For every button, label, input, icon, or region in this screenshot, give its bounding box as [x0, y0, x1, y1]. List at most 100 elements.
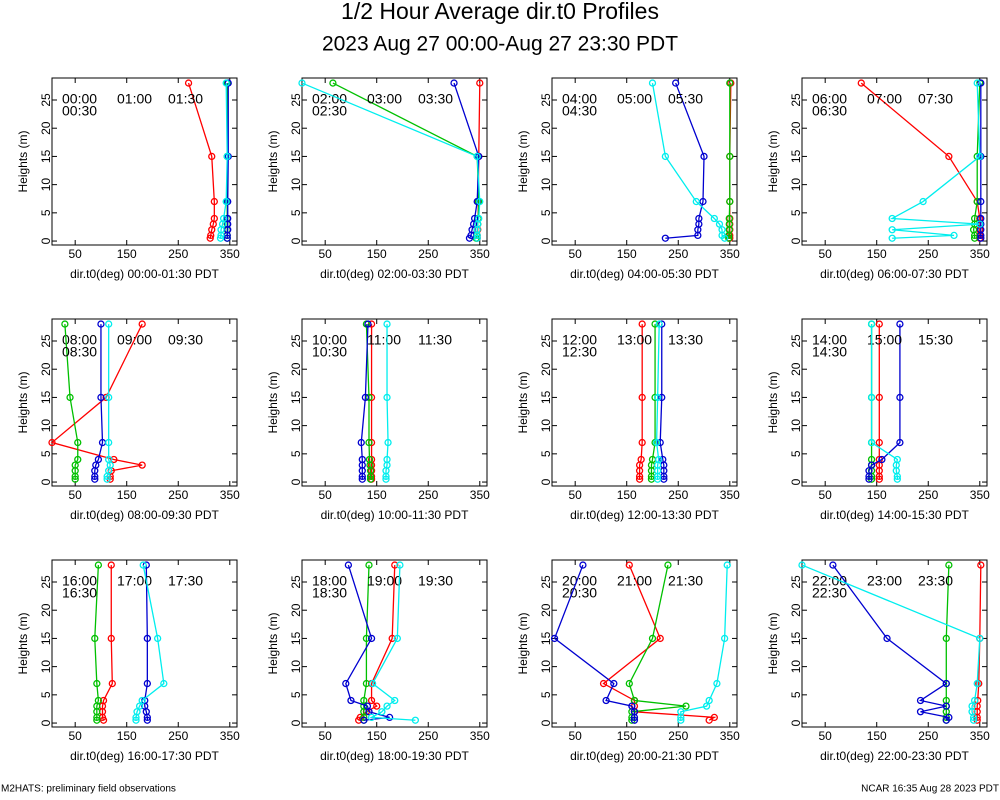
point	[476, 197, 484, 206]
point	[105, 320, 113, 328]
point	[94, 696, 103, 705]
x-tick-label: 50	[69, 729, 83, 743]
point	[388, 634, 396, 643]
point	[393, 634, 401, 643]
point	[133, 708, 141, 716]
profile-line	[868, 324, 901, 480]
legend-entry: 18:00	[312, 573, 347, 589]
y-tick-label: 0	[289, 478, 303, 485]
plot-frame	[551, 318, 738, 487]
x-axis-label: dir.t0(deg) 08:00-09:30 PDT	[70, 508, 219, 522]
y-axis-label: Heights (m)	[516, 612, 530, 674]
y-tick-label: 5	[39, 209, 53, 216]
x-axis-label: dir.t0(deg) 10:00-11:30 PDT	[321, 508, 470, 522]
point	[382, 475, 390, 483]
profile-line	[553, 564, 636, 721]
panel: 50 150 250 350 0 5 10 15 20 25 dir.t0(deg) 00:00-0…	[16, 77, 240, 281]
point	[718, 226, 726, 234]
point	[298, 79, 306, 87]
y-axis-label: Heights (m)	[766, 130, 780, 192]
x-tick-label: 50	[319, 247, 333, 261]
point	[896, 393, 904, 402]
point	[656, 634, 664, 643]
point	[143, 634, 151, 643]
x-tick-label: 250	[668, 247, 688, 261]
legend-entry: 10:30	[312, 344, 347, 360]
point	[705, 696, 713, 705]
x-tick-label: 150	[367, 247, 387, 261]
x-tick-label: 250	[168, 488, 188, 502]
legend-entry: 06:30	[812, 103, 847, 119]
point	[628, 702, 636, 710]
y-tick-label: 10	[39, 660, 53, 674]
x-tick-label: 150	[867, 247, 887, 261]
point	[883, 634, 891, 643]
y-tick-label: 20	[789, 603, 803, 617]
legend-entry: 14:00	[812, 332, 847, 348]
point	[360, 696, 368, 705]
legend-entry: 03:30	[418, 91, 453, 107]
y-tick-label: 20	[539, 362, 553, 376]
y-axis-label: Heights (m)	[16, 371, 30, 433]
x-tick-label: 150	[117, 729, 137, 743]
point	[726, 152, 734, 161]
point	[470, 214, 479, 223]
legend-entry: 12:30	[562, 344, 597, 360]
y-axis-label: Heights (m)	[266, 612, 280, 674]
x-axis-label: dir.t0(deg) 04:00-05:30 PDT	[570, 267, 719, 281]
point	[184, 79, 193, 87]
y-tick-label: 25	[789, 334, 803, 348]
point	[206, 234, 214, 242]
y-axis-label: Heights (m)	[16, 130, 30, 192]
legend-entry: 19:30	[418, 573, 453, 589]
y-tick-label: 25	[289, 93, 303, 107]
y-tick-label: 25	[39, 334, 53, 348]
y-tick-label: 10	[39, 178, 53, 192]
x-axis-label: dir.t0(deg) 02:00-03:30 PDT	[320, 267, 469, 281]
point	[637, 455, 645, 464]
point	[710, 713, 718, 722]
point	[867, 393, 876, 402]
point	[367, 634, 376, 643]
point	[625, 561, 633, 569]
point	[365, 561, 373, 569]
point	[107, 634, 115, 643]
point	[105, 393, 113, 402]
plot-frame	[51, 318, 238, 487]
point	[139, 561, 147, 569]
plot-frame	[801, 77, 988, 246]
chart-subtitle: 2023 Aug 27 00:00-Aug 27 23:30 PDT	[322, 33, 678, 56]
y-tick-label: 10	[789, 178, 803, 192]
point	[973, 79, 981, 87]
panel: 50 150 250 350 0 5 10 15 20 25 dir.t0(deg) 08:00-0…	[16, 318, 240, 522]
point	[138, 461, 146, 469]
point	[160, 679, 168, 688]
y-tick-label: 10	[539, 419, 553, 433]
point	[216, 234, 225, 242]
legend-entry: 23:30	[918, 573, 953, 589]
legend-entry: 17:30	[168, 573, 203, 589]
y-tick-label: 5	[789, 209, 803, 216]
point	[138, 320, 146, 328]
panel: 50 150 250 350 0 5 10 15 20 25 dir.t0(deg) 20:00-2…	[516, 559, 740, 763]
point	[135, 702, 144, 710]
point	[373, 702, 381, 710]
y-tick-label: 20	[39, 121, 53, 135]
point	[945, 561, 953, 569]
point	[365, 455, 374, 464]
point	[473, 234, 481, 242]
x-tick-label: 50	[819, 729, 833, 743]
x-tick-label: 350	[470, 247, 490, 261]
panel: 50 150 250 350 0 5 10 15 20 25 dir.t0(deg) 10:00-1…	[266, 318, 490, 522]
y-tick-label: 5	[289, 450, 303, 457]
point	[715, 220, 724, 228]
point	[702, 702, 711, 710]
point	[865, 467, 873, 475]
point	[94, 455, 103, 464]
plot-frame	[551, 559, 738, 728]
